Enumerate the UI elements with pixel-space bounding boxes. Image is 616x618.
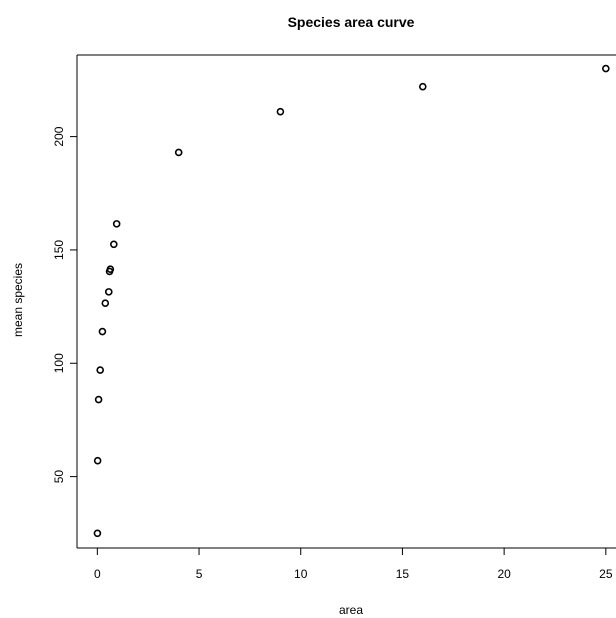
data-point [96,366,104,374]
y-tick-label: 100 [52,353,66,373]
data-point [93,529,102,538]
data-point [112,220,121,228]
x-tick-label: 0 [94,567,101,581]
data-point [98,327,107,336]
y-tick-label: 150 [52,240,66,260]
data-point [276,107,285,116]
x-axis-label: area [339,603,363,617]
data-point [602,64,610,73]
data-point [93,456,102,465]
data-point [418,82,427,91]
x-tick-label: 15 [396,567,410,581]
data-point [104,288,113,296]
y-tick-label: 200 [52,126,66,146]
data-point [101,299,110,308]
y-tick-label: 50 [52,470,66,484]
y-axis-label: mean species [11,263,25,337]
x-tick-label: 10 [294,567,308,581]
data-points [93,64,610,538]
x-tick-label: 25 [599,567,613,581]
x-tick-label: 5 [196,567,203,581]
data-point [106,265,115,274]
data-point [110,240,118,249]
x-axis-ticks: 0 5 10 15 20 25 [94,548,613,581]
y-axis-ticks: 50 100 150 200 [52,126,77,483]
x-tick-label: 20 [497,567,511,581]
data-point [94,395,103,404]
chart-title: Species area curve [288,14,415,30]
data-point [174,148,183,157]
